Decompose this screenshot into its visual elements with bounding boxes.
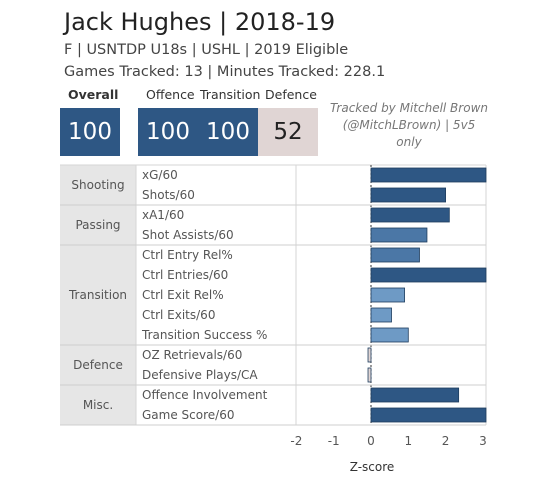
x-tick-label: 0: [367, 434, 375, 448]
category-label: Shooting: [71, 178, 124, 192]
x-axis-title: Z-score: [349, 460, 395, 474]
tracking-summary: Games Tracked: 13 | Minutes Tracked: 228…: [64, 64, 386, 80]
credit-line-3: only: [396, 135, 422, 149]
bar: [370, 187, 446, 203]
x-tick-label: 2: [442, 434, 450, 448]
bar: [370, 407, 487, 423]
category-label: Misc.: [83, 398, 113, 412]
category-label: Defence: [73, 358, 123, 372]
transition-score: 100: [198, 108, 258, 156]
bar: [370, 307, 392, 323]
metric-label: Defensive Plays/CA: [142, 368, 258, 382]
defence-score: 52: [258, 108, 318, 156]
x-tick-label: -2: [290, 434, 302, 448]
credit-line-1: Tracked by Mitchell Brown: [330, 101, 488, 115]
metric-label: xA1/60: [142, 208, 184, 222]
metric-label: Offence Involvement: [142, 388, 268, 402]
bar: [370, 327, 409, 343]
category-column-bg: [60, 165, 136, 425]
metric-label: Shot Assists/60: [142, 228, 234, 242]
metric-label: Ctrl Exit Rel%: [142, 288, 224, 302]
bar: [370, 287, 405, 303]
category-label: Transition: [68, 288, 127, 302]
category-label: Passing: [75, 218, 120, 232]
metric-label: Ctrl Entry Rel%: [142, 248, 233, 262]
bar: [367, 347, 372, 363]
offence-score: 100: [138, 108, 198, 156]
x-tick-label: 1: [404, 434, 412, 448]
offence-label: Offence: [146, 87, 195, 102]
metric-label: Game Score/60: [142, 408, 234, 422]
bar: [367, 367, 372, 383]
player-subtitle: F | USNTDP U18s | USHL | 2019 Eligible: [64, 42, 349, 58]
tracking-credit: Tracked by Mitchell Brown (@MitchLBrown)…: [328, 100, 490, 151]
metric-label: Transition Success %: [141, 328, 267, 342]
overall-score: 100: [60, 108, 120, 156]
transition-label: Transition: [200, 87, 261, 102]
metric-label: xG/60: [142, 168, 178, 182]
bar: [370, 267, 487, 283]
x-tick-label: -1: [328, 434, 340, 448]
metric-label: Ctrl Entries/60: [142, 268, 228, 282]
bar: [370, 207, 450, 223]
bar: [370, 227, 428, 243]
overall-label: Overall: [68, 87, 119, 102]
defence-label: Defence: [265, 87, 317, 102]
bar: [370, 247, 420, 263]
bar: [370, 387, 460, 403]
x-tick-label: 3: [479, 434, 487, 448]
metric-label: Shots/60: [142, 188, 195, 202]
page-title: Jack Hughes | 2018-19: [64, 8, 336, 36]
metric-label: OZ Retrievals/60: [142, 348, 242, 362]
credit-line-2: (@MitchLBrown) | 5v5: [342, 118, 476, 132]
metric-label: Ctrl Exits/60: [142, 308, 215, 322]
bar: [370, 167, 487, 183]
